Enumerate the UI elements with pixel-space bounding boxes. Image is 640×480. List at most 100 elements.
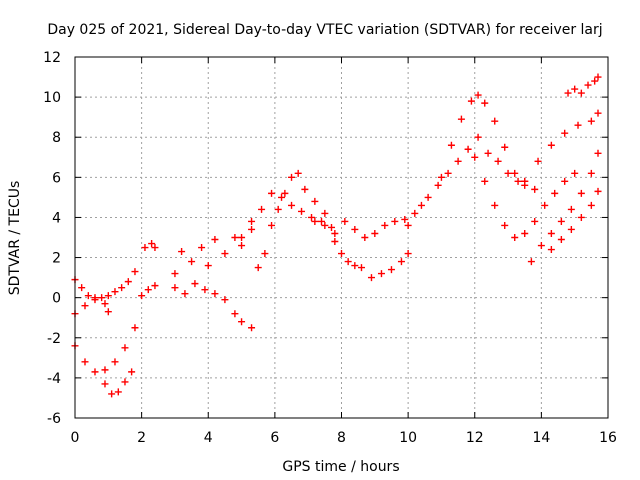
data-point bbox=[574, 121, 582, 129]
x-tick-label: 14 bbox=[532, 430, 550, 446]
data-point bbox=[278, 193, 286, 201]
data-point bbox=[294, 169, 302, 177]
data-point bbox=[564, 89, 572, 97]
data-point bbox=[188, 258, 196, 266]
y-tick-label: 10 bbox=[43, 90, 61, 106]
data-point bbox=[231, 234, 239, 241]
data-point bbox=[437, 173, 445, 181]
data-point bbox=[521, 229, 529, 237]
data-point bbox=[561, 129, 569, 137]
data-point bbox=[351, 225, 359, 233]
data-series-15 bbox=[471, 153, 579, 241]
data-point bbox=[128, 368, 136, 376]
data-point bbox=[481, 99, 489, 107]
data-point bbox=[594, 187, 602, 195]
data-point bbox=[537, 242, 545, 250]
data-series-12 bbox=[367, 250, 412, 282]
data-point bbox=[311, 217, 319, 225]
data-point bbox=[171, 284, 179, 292]
y-tick-labels: 12 10 8 6 4 2 0 -2 -4 -6 bbox=[43, 50, 61, 427]
data-point bbox=[457, 115, 465, 123]
data-point bbox=[108, 390, 116, 398]
x-tick-label: 6 bbox=[270, 430, 279, 446]
data-point bbox=[111, 358, 119, 366]
data-point bbox=[571, 85, 579, 93]
data-point bbox=[467, 97, 475, 105]
data-point bbox=[454, 157, 462, 165]
data-point bbox=[474, 133, 482, 141]
data-point bbox=[344, 258, 352, 266]
data-point bbox=[591, 77, 599, 85]
data-series-16 bbox=[521, 109, 602, 185]
data-point bbox=[211, 236, 219, 244]
data-point bbox=[121, 344, 129, 352]
data-point bbox=[321, 221, 329, 229]
data-point bbox=[371, 229, 379, 237]
x-tick-label: 10 bbox=[399, 430, 417, 446]
data-series-9 bbox=[254, 169, 329, 272]
data-point bbox=[211, 290, 219, 298]
data-point bbox=[151, 244, 159, 252]
data-point bbox=[148, 240, 156, 248]
data-point bbox=[557, 217, 565, 225]
data-point bbox=[514, 177, 522, 185]
data-series-13 bbox=[404, 133, 529, 229]
data-point bbox=[577, 213, 585, 221]
data-point bbox=[258, 205, 266, 213]
data-point bbox=[587, 169, 595, 177]
y-tick-label: 4 bbox=[52, 210, 61, 226]
y-tick-label: -6 bbox=[47, 411, 61, 427]
data-point bbox=[321, 209, 329, 217]
data-point bbox=[268, 221, 276, 229]
x-tick-label: 0 bbox=[71, 430, 80, 446]
data-point bbox=[78, 284, 86, 292]
data-point bbox=[404, 250, 412, 258]
data-point bbox=[191, 280, 199, 288]
data-point bbox=[541, 201, 549, 209]
data-point bbox=[387, 266, 395, 274]
data-point bbox=[101, 300, 109, 308]
data-point bbox=[201, 286, 209, 294]
data-point bbox=[81, 302, 89, 310]
data-points bbox=[71, 73, 602, 398]
data-point bbox=[587, 201, 595, 209]
data-point bbox=[567, 205, 575, 213]
data-point bbox=[357, 264, 365, 272]
data-series-7 bbox=[171, 280, 256, 332]
data-point bbox=[101, 366, 109, 374]
data-point bbox=[464, 145, 472, 153]
data-point bbox=[248, 324, 256, 332]
data-point bbox=[531, 217, 539, 225]
data-point bbox=[111, 288, 119, 296]
x-tick-label: 8 bbox=[337, 430, 346, 446]
y-tick-label: -2 bbox=[47, 331, 61, 347]
y-tick-label: 6 bbox=[52, 170, 61, 186]
data-point bbox=[584, 81, 592, 89]
data-point bbox=[338, 250, 345, 258]
data-point bbox=[351, 262, 359, 270]
data-point bbox=[397, 258, 405, 266]
data-point bbox=[377, 270, 385, 278]
y-tick-label: 0 bbox=[52, 291, 61, 307]
data-point bbox=[121, 378, 129, 386]
data-series-18 bbox=[547, 187, 602, 254]
data-series-4 bbox=[101, 368, 136, 398]
x-tick-label: 4 bbox=[204, 430, 213, 446]
data-point bbox=[288, 201, 296, 209]
data-point bbox=[131, 324, 139, 332]
data-point bbox=[81, 358, 89, 366]
data-series-19 bbox=[564, 73, 602, 97]
data-point bbox=[404, 221, 412, 229]
y-axis-label: SDTVAR / TECUs bbox=[7, 181, 23, 296]
data-point bbox=[221, 296, 229, 304]
data-point bbox=[481, 177, 489, 185]
data-point bbox=[274, 205, 282, 213]
data-point bbox=[557, 236, 565, 244]
data-point bbox=[91, 368, 99, 376]
data-point bbox=[178, 248, 186, 256]
data-point bbox=[471, 153, 479, 161]
data-point bbox=[391, 217, 399, 225]
data-point bbox=[547, 229, 555, 237]
data-point bbox=[204, 262, 212, 270]
